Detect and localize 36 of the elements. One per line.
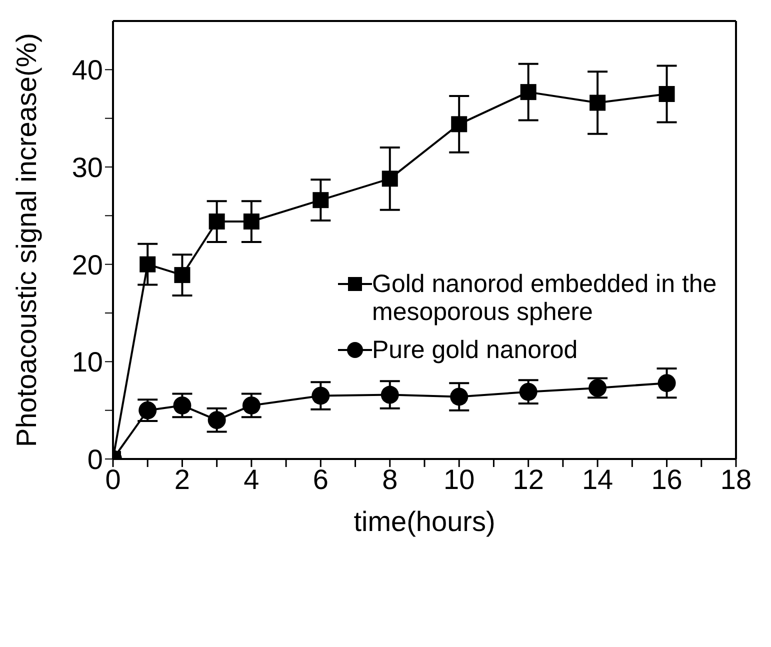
x-tick-label: 6 [312,464,328,495]
point [243,214,260,230]
legend-label: Pure gold nanorod [372,336,578,364]
point [208,411,226,430]
point [658,374,676,392]
point [590,94,606,111]
y-tick-label: 0 [87,444,103,475]
y-axis-title: Photoacoustic signal increase(%) [10,33,42,447]
y-tick-label: 20 [72,249,103,280]
x-tick-label: 10 [444,464,475,495]
x-tick-label: 16 [651,464,682,495]
x-tick-label: 8 [382,464,398,495]
point [242,396,260,414]
point [208,214,225,230]
y-tick-label: 30 [72,152,103,183]
point [173,396,192,414]
x-tick-label: 12 [512,464,544,495]
y-tick-label: 40 [72,54,103,86]
point [450,388,468,406]
legend-label: Gold nanorod embedded in the mesoporous sphere [372,270,718,326]
point [520,84,536,100]
point [658,86,675,102]
y-tick-label: 10 [72,346,103,378]
x-tick-label: 14 [582,464,614,495]
point [174,267,190,284]
x-tick-label: 2 [174,464,190,495]
point [451,116,468,132]
point [312,192,329,208]
x-tick-label: 4 [244,464,260,495]
point [382,170,398,187]
x-axis-title: time(hours) [354,506,496,537]
point [312,386,330,405]
point [380,386,399,404]
x-tick-label: 18 [720,464,752,495]
point [140,256,156,272]
point [519,382,538,401]
